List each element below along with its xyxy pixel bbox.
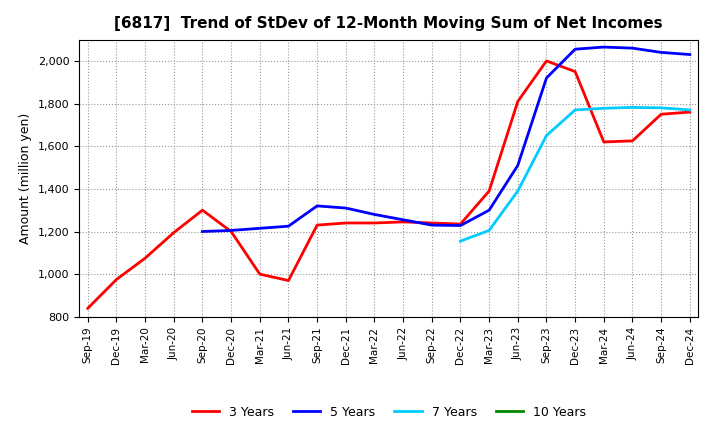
Y-axis label: Amount (million yen): Amount (million yen)	[19, 113, 32, 244]
Title: [6817]  Trend of StDev of 12-Month Moving Sum of Net Incomes: [6817] Trend of StDev of 12-Month Moving…	[114, 16, 663, 32]
Legend: 3 Years, 5 Years, 7 Years, 10 Years: 3 Years, 5 Years, 7 Years, 10 Years	[186, 401, 591, 424]
